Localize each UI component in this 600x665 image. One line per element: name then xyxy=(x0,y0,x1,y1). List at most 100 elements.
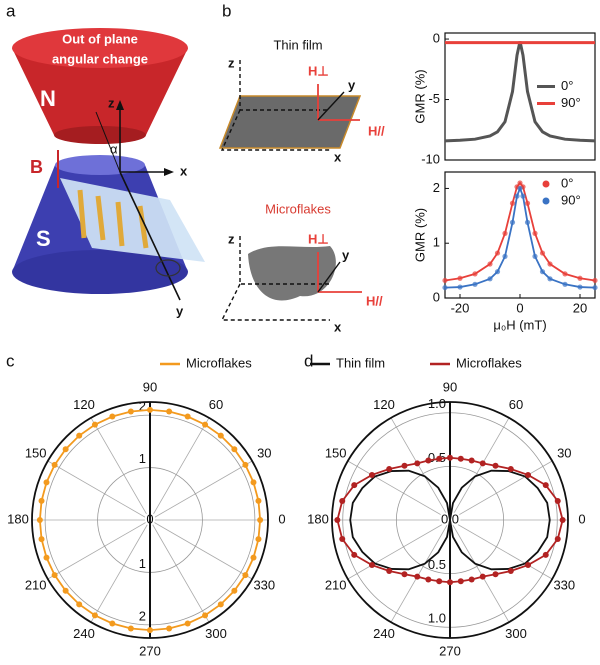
angle-grid-line xyxy=(149,519,253,580)
data-point xyxy=(351,551,358,558)
data-point xyxy=(62,446,69,453)
data-point xyxy=(494,250,501,256)
data-point xyxy=(592,277,598,284)
y-tick-label: -10 xyxy=(421,151,440,166)
data-point xyxy=(514,193,520,199)
axis-label: x xyxy=(334,319,342,334)
data-point xyxy=(479,573,486,580)
field-label: H// xyxy=(368,123,385,138)
data-point xyxy=(334,517,341,523)
data-point xyxy=(524,200,531,206)
pole-label: S xyxy=(36,226,51,251)
panel-label: a xyxy=(6,1,16,20)
data-point xyxy=(91,421,98,428)
data-point xyxy=(166,408,173,415)
data-point xyxy=(414,573,421,580)
y-axis-label: GMR (%) xyxy=(412,69,427,123)
y-tick-label: 0 xyxy=(433,289,440,304)
magnet-label: angular change xyxy=(52,51,148,66)
panel-label: c xyxy=(6,351,15,370)
data-point xyxy=(231,587,238,594)
radial-tick-label: 0.5 xyxy=(428,557,446,572)
pole-label: N xyxy=(40,86,56,111)
legend-marker xyxy=(542,197,550,205)
angle-tick-label: 210 xyxy=(25,577,47,592)
data-point xyxy=(502,253,508,259)
magnet-setup xyxy=(12,28,205,301)
data-point xyxy=(507,465,514,472)
data-point xyxy=(217,432,224,439)
angle-tick-label: 90 xyxy=(443,379,457,394)
angle-grid-line xyxy=(347,460,451,521)
magnet-label: Out of plane xyxy=(62,31,138,46)
data-point xyxy=(457,284,463,290)
y-tick-label: -5 xyxy=(428,91,440,106)
angle-grid-line xyxy=(347,519,451,580)
data-point xyxy=(62,587,69,594)
data-point xyxy=(468,457,475,464)
data-point xyxy=(442,284,448,291)
data-point xyxy=(487,261,493,267)
data-point xyxy=(559,517,566,523)
data-point xyxy=(43,479,50,486)
data-point xyxy=(539,269,546,275)
data-point xyxy=(524,219,531,225)
data-point xyxy=(414,460,421,467)
angle-tick-label: 30 xyxy=(557,445,571,460)
data-point xyxy=(509,219,516,225)
data-point xyxy=(339,497,346,504)
data-point xyxy=(255,497,262,504)
data-point xyxy=(250,479,257,486)
data-point xyxy=(386,465,393,472)
data-point xyxy=(91,612,98,619)
data-point xyxy=(547,261,553,267)
data-point xyxy=(339,536,346,543)
data-point xyxy=(217,601,224,608)
angle-tick-label: 60 xyxy=(209,397,223,412)
data-point xyxy=(492,462,499,469)
angle-tick-label: 240 xyxy=(73,626,95,641)
data-point xyxy=(502,230,508,236)
film-label: Thin film xyxy=(273,37,322,52)
series-line xyxy=(349,469,551,571)
legend-label: 0° xyxy=(561,175,573,190)
legend-label: 90° xyxy=(561,95,581,110)
data-point xyxy=(386,568,393,575)
data-point xyxy=(257,517,264,523)
angle-grid-line xyxy=(149,417,210,521)
data-point xyxy=(525,471,532,478)
data-point xyxy=(592,284,598,291)
legend-label: Microflakes xyxy=(456,355,522,370)
angle-tick-label: 180 xyxy=(307,511,329,526)
data-point xyxy=(554,536,561,543)
data-point xyxy=(472,271,478,277)
data-point xyxy=(368,562,375,569)
data-point xyxy=(532,253,538,259)
data-point xyxy=(520,193,526,199)
data-point xyxy=(147,406,153,413)
field-label: H⊥ xyxy=(308,63,329,78)
legend-label: Microflakes xyxy=(186,355,252,370)
data-point xyxy=(562,271,568,277)
angle-tick-label: 150 xyxy=(325,445,347,460)
radial-tick-label: 1 xyxy=(139,451,146,466)
angle-tick-label: 270 xyxy=(139,643,161,658)
film-sketch xyxy=(218,60,362,321)
data-point xyxy=(202,421,209,428)
y-tick-label: 0 xyxy=(433,30,440,45)
radial-tick-label: 2 xyxy=(139,608,146,623)
data-point xyxy=(184,620,191,627)
data-point xyxy=(43,554,50,561)
angle-grid-line xyxy=(449,519,510,623)
legend-marker xyxy=(542,180,550,188)
legend-label: Thin film xyxy=(336,355,385,370)
angle-tick-label: 60 xyxy=(509,397,523,412)
data-point xyxy=(577,275,583,281)
angle-grid-line xyxy=(90,519,151,623)
data-point xyxy=(468,576,475,583)
angle-tick-label: 150 xyxy=(25,445,47,460)
data-point xyxy=(542,551,549,558)
data-point xyxy=(242,461,249,468)
angle-tick-label: 330 xyxy=(253,577,275,592)
angle-tick-label: 120 xyxy=(73,397,95,412)
